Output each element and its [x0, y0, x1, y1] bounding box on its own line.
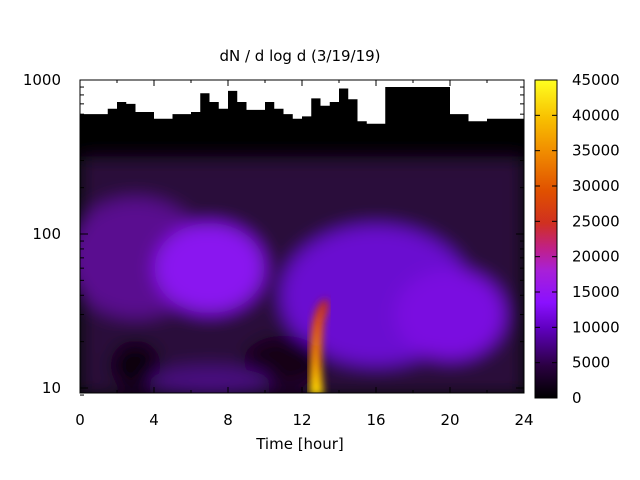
y-tick-label: 100: [32, 225, 61, 243]
nucleation-burst: [309, 298, 329, 393]
accumulation-mode: [154, 223, 265, 314]
colorbar-tick-label: 10000: [572, 318, 620, 336]
colorbar-tick-label: 35000: [572, 142, 620, 160]
x-tick-label: 16: [366, 411, 385, 429]
plot-area: [80, 80, 524, 393]
colorbar: 0 5000 10000 15000 20000 25000 30000 35000 40000…: [534, 71, 620, 407]
colorbar-gradient: [534, 79, 558, 399]
dark-region: [243, 335, 324, 386]
y-tick-label: 10: [42, 379, 61, 397]
x-tick-label: 0: [75, 411, 85, 429]
colorbar-tick-label: 20000: [572, 248, 620, 266]
dark-region: [110, 340, 161, 391]
x-axis-label: Time [hour]: [255, 435, 344, 453]
heatmap-blobs: [80, 156, 524, 393]
colorbar-tick-label: 0: [572, 389, 582, 407]
x-tick-label: 24: [514, 411, 533, 429]
colorbar-tick-label: 25000: [572, 212, 620, 230]
chart-title: dN / d log d (3/19/19): [219, 47, 380, 65]
x-tick-label: 4: [149, 411, 159, 429]
colorbar-tick-label: 5000: [572, 354, 610, 372]
colorbar-ticks: 0 5000 10000 15000 20000 25000 30000 35000 40000…: [535, 71, 620, 407]
diffuse-field: [80, 156, 524, 393]
x-tick-label: 20: [440, 411, 459, 429]
x-tick-label: 12: [292, 411, 311, 429]
colorbar-tick-label: 15000: [572, 283, 620, 301]
colorbar-tick-label: 45000: [572, 71, 620, 89]
purple-region: [149, 366, 270, 393]
y-axis: 10 100 1000: [23, 71, 524, 397]
purple-region: [395, 269, 505, 360]
y-tick-label: 1000: [23, 71, 61, 89]
colorbar-tick-label: 40000: [572, 106, 620, 124]
burst-glow: [309, 298, 329, 393]
colorbar-tick-label: 30000: [572, 177, 620, 195]
x-axis: 0 4 8 12 16 20 24: [75, 80, 534, 429]
x-tick-label: 8: [223, 411, 233, 429]
